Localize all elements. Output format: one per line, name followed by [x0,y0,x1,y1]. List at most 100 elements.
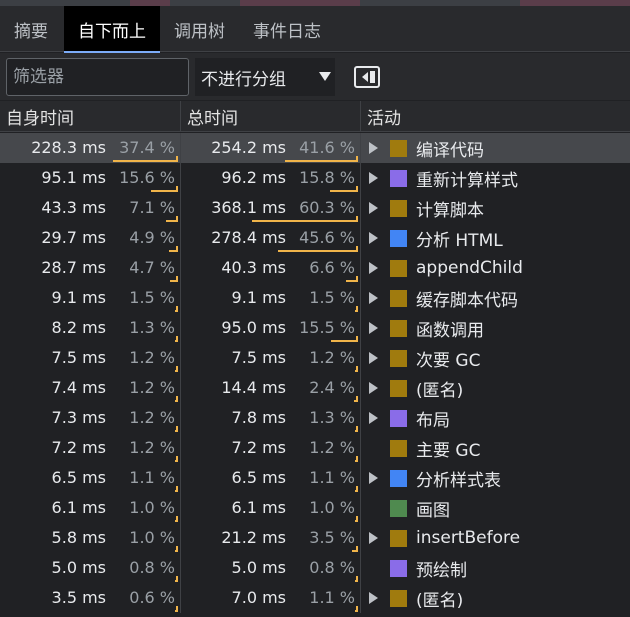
total-time-cell: 7.5 ms 1.2 % [181,343,361,373]
activity-label: appendChild [416,258,523,278]
total-time-bar-tick [356,396,358,402]
total-time-bar-tick [356,426,358,432]
self-time-cell: 7.5 ms 1.2 % [0,343,181,373]
tab-bottom-up[interactable]: 自下而上 [64,6,160,53]
category-swatch-icon [390,409,407,427]
total-time-cell: 254.2 ms 41.6 % [181,133,361,163]
total-time-cell: 7.8 ms 1.3 % [181,403,361,433]
activity-cell: 次要 GC [361,343,630,373]
table-row[interactable]: 5.8 ms 1.0 % 21.2 ms 3.5 % insertBefore [0,523,630,553]
self-time-percent: 1.1 % [129,468,175,487]
expand-triangle-icon[interactable] [369,532,378,544]
expand-triangle-icon[interactable] [369,472,378,484]
self-time-bar-tick [176,606,178,612]
self-time-bar-tick [176,486,178,492]
activity-cell: 画图 [361,493,630,523]
column-header-total-time[interactable]: 总时间 [181,101,361,131]
expand-triangle-icon [369,562,378,574]
total-time-value: 7.5 ms [231,348,286,367]
filter-input[interactable] [6,58,189,96]
category-swatch-icon [390,349,407,367]
self-time-bar-tick [176,456,178,462]
activity-cell: 分析样式表 [361,463,630,493]
self-time-bar-tick [176,156,178,162]
tab-summary[interactable]: 摘要 [14,21,48,42]
expand-triangle-icon[interactable] [369,322,378,334]
table-row[interactable]: 7.5 ms 1.2 % 7.5 ms 1.2 % 次要 GC [0,343,630,373]
category-swatch-icon [390,469,407,487]
expand-triangle-icon[interactable] [369,142,378,154]
expand-triangle-icon[interactable] [369,592,378,604]
activity-label: 缓存脚本代码 [416,290,518,311]
self-time-percent: 1.0 % [129,498,175,517]
table-row[interactable]: 43.3 ms 7.1 % 368.1 ms 60.3 % 计算脚本 [0,193,630,223]
expand-triangle-icon[interactable] [369,262,378,274]
expand-triangle-icon[interactable] [369,382,378,394]
table-row[interactable]: 3.5 ms 0.6 % 7.0 ms 1.1 % (匿名) [0,583,630,613]
total-time-bar-tick [356,576,358,582]
activity-cell: 布局 [361,403,630,433]
table-row[interactable]: 7.3 ms 1.2 % 7.8 ms 1.3 % 布局 [0,403,630,433]
total-time-cell: 9.1 ms 1.5 % [181,283,361,313]
total-time-value: 278.4 ms [211,228,286,247]
activity-label: 函数调用 [416,320,484,341]
tab-call-tree[interactable]: 调用树 [174,21,225,42]
expand-triangle-icon [369,442,378,454]
table-row[interactable]: 29.7 ms 4.9 % 278.4 ms 45.6 % 分析 HTML [0,223,630,253]
total-time-percent: 1.3 % [309,408,355,427]
self-time-value: 3.5 ms [51,588,106,607]
self-time-value: 6.5 ms [51,468,106,487]
total-time-value: 7.0 ms [231,588,286,607]
total-time-value: 7.8 ms [231,408,286,427]
self-time-bar-tick [176,576,178,582]
expand-triangle-icon[interactable] [369,352,378,364]
table-row[interactable]: 5.0 ms 0.8 % 5.0 ms 0.8 % 预绘制 [0,553,630,583]
expand-triangle-icon[interactable] [369,412,378,424]
expand-triangle-icon[interactable] [369,232,378,244]
column-header-activity[interactable]: 活动 [367,108,401,129]
sidebar-toggle-icon[interactable] [354,66,380,88]
table-row[interactable]: 6.5 ms 1.1 % 6.5 ms 1.1 % 分析样式表 [0,463,630,493]
column-header-self-time[interactable]: 自身时间 [0,101,181,131]
total-time-percent: 1.5 % [309,288,355,307]
table-row[interactable]: 7.2 ms 1.2 % 7.2 ms 1.2 % 主要 GC [0,433,630,463]
grouping-select[interactable]: 不进行分组 [195,58,335,96]
table-row[interactable]: 8.2 ms 1.3 % 95.0 ms 15.5 % 函数调用 [0,313,630,343]
table-row[interactable]: 7.4 ms 1.2 % 14.4 ms 2.4 % (匿名) [0,373,630,403]
table-row[interactable]: 228.3 ms 37.4 % 254.2 ms 41.6 % 编译代码 [0,133,630,163]
total-time-bar-tick [356,306,358,312]
total-time-bar-tick [356,456,358,462]
category-swatch-icon [390,559,407,577]
self-time-bar [169,250,178,252]
activity-cell: 重新计算样式 [361,163,630,193]
total-time-cell: 5.0 ms 0.8 % [181,553,361,583]
self-time-cell: 6.1 ms 1.0 % [0,493,181,523]
self-time-cell: 7.4 ms 1.2 % [0,373,181,403]
table-row[interactable]: 95.1 ms 15.6 % 96.2 ms 15.8 % 重新计算样式 [0,163,630,193]
total-time-cell: 95.0 ms 15.5 % [181,313,361,343]
table-row[interactable]: 6.1 ms 1.0 % 6.1 ms 1.0 % 画图 [0,493,630,523]
category-swatch-icon [390,319,407,337]
total-time-value: 6.1 ms [231,498,286,517]
total-time-bar-tick [356,276,358,282]
total-time-value: 95.0 ms [221,318,286,337]
activity-label: 分析样式表 [416,470,501,491]
table-row[interactable]: 28.7 ms 4.7 % 40.3 ms 6.6 % appendChild [0,253,630,283]
total-time-bar-tick [356,246,358,252]
self-time-bar-tick [176,336,178,342]
self-time-percent: 7.1 % [129,198,175,217]
self-time-value: 5.0 ms [51,558,106,577]
activity-label: 次要 GC [416,350,481,371]
self-time-bar-tick [176,306,178,312]
tab-event-log[interactable]: 事件日志 [253,21,321,42]
total-time-percent: 2.4 % [309,378,355,397]
expand-triangle-icon[interactable] [369,202,378,214]
total-time-percent: 1.1 % [309,468,355,487]
expand-triangle-icon[interactable] [369,292,378,304]
expand-triangle-icon[interactable] [369,172,378,184]
category-swatch-icon [390,439,407,457]
total-time-percent: 3.5 % [309,528,355,547]
total-time-cell: 368.1 ms 60.3 % [181,193,361,223]
self-time-bar [170,280,178,282]
table-row[interactable]: 9.1 ms 1.5 % 9.1 ms 1.5 % 缓存脚本代码 [0,283,630,313]
